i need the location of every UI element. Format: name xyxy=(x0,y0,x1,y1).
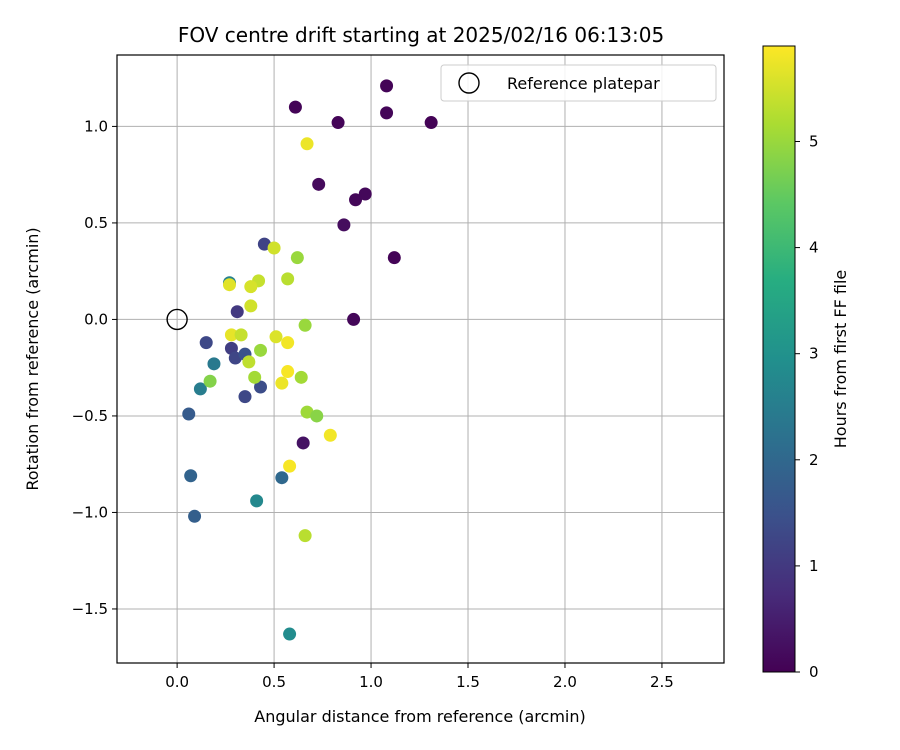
data-point xyxy=(358,187,372,201)
data-point xyxy=(290,251,304,265)
data-point xyxy=(193,382,207,396)
data-point xyxy=(387,251,401,265)
data-point xyxy=(310,409,324,423)
y-tick-label: −1.5 xyxy=(72,600,108,618)
x-tick-label: 2.0 xyxy=(553,673,577,691)
data-point xyxy=(244,299,258,313)
data-point xyxy=(323,428,337,442)
data-point xyxy=(238,390,252,404)
data-points xyxy=(182,79,438,641)
data-point xyxy=(269,330,283,344)
colorbar-tick-label: 4 xyxy=(809,239,819,257)
colorbar-tick-label: 0 xyxy=(809,663,819,681)
y-tick-label: −1.0 xyxy=(72,503,108,521)
data-point xyxy=(203,374,217,388)
data-point xyxy=(224,328,238,342)
data-point xyxy=(199,336,213,350)
colorbar: 0 1 2 3 4 5 Hours from first FF file xyxy=(762,45,850,681)
legend-box xyxy=(440,64,717,102)
data-point xyxy=(331,116,345,130)
legend-label: Reference platepar xyxy=(507,74,660,93)
data-point xyxy=(275,376,289,390)
data-point xyxy=(298,529,312,543)
data-point xyxy=(281,272,295,286)
data-point xyxy=(283,627,297,641)
reference-marker xyxy=(166,308,188,331)
x-tick-label: 1.0 xyxy=(359,673,383,691)
data-point xyxy=(248,370,262,384)
data-point xyxy=(337,218,351,232)
data-point xyxy=(380,106,394,120)
x-tick-label: 0.5 xyxy=(262,673,286,691)
data-point xyxy=(296,436,310,450)
chart-title: FOV centre drift starting at 2025/02/16 … xyxy=(178,23,664,47)
data-point xyxy=(267,241,281,255)
y-tick-label: 1.0 xyxy=(84,117,108,135)
colorbar-ticks: 0 1 2 3 4 5 xyxy=(795,132,819,681)
data-point xyxy=(349,193,363,207)
grid-lines xyxy=(117,55,724,663)
x-tick-label: 0.0 xyxy=(165,673,189,691)
data-point xyxy=(347,312,361,326)
data-point xyxy=(234,328,248,342)
data-point xyxy=(424,116,438,130)
y-axis-label: Rotation from reference (arcmin) xyxy=(23,227,42,490)
colorbar-label: Hours from first FF file xyxy=(831,270,850,449)
data-point xyxy=(182,407,196,421)
data-point xyxy=(207,357,221,371)
data-point xyxy=(281,365,295,379)
data-point xyxy=(288,100,302,114)
x-axis-label: Angular distance from reference (arcmin) xyxy=(254,707,585,726)
data-point xyxy=(283,459,297,473)
data-point xyxy=(380,79,394,93)
reference-platepar-marker xyxy=(166,308,188,331)
data-point xyxy=(188,509,202,523)
legend: Reference platepar xyxy=(440,64,717,102)
colorbar-tick-label: 5 xyxy=(809,132,819,150)
x-tick-label: 2.5 xyxy=(650,673,674,691)
y-tick-label: −0.5 xyxy=(72,407,108,425)
colorbar-gradient xyxy=(762,45,796,673)
data-point xyxy=(242,355,256,369)
y-tick-label: 0.5 xyxy=(84,214,108,232)
data-point xyxy=(300,137,314,151)
legend-reference-marker xyxy=(458,72,480,94)
data-point xyxy=(281,336,295,350)
data-point xyxy=(294,370,308,384)
colorbar-tick-label: 1 xyxy=(809,557,819,575)
data-point xyxy=(244,280,258,294)
data-point xyxy=(184,469,198,483)
y-tick-label: 0.0 xyxy=(84,310,108,328)
x-tick-label: 1.5 xyxy=(456,673,480,691)
data-point xyxy=(275,471,289,485)
data-point xyxy=(230,305,244,319)
data-point xyxy=(250,494,264,508)
data-point xyxy=(254,343,268,357)
data-point xyxy=(222,278,236,292)
colorbar-tick-label: 3 xyxy=(809,345,819,363)
y-axis-ticks: −1.5 −1.0 −0.5 0.0 0.5 1.0 xyxy=(72,117,117,618)
x-axis-ticks: 0.0 0.5 1.0 1.5 2.0 2.5 xyxy=(165,663,674,691)
data-point xyxy=(254,380,268,394)
colorbar-tick-label: 2 xyxy=(809,451,819,469)
data-point xyxy=(298,318,312,332)
plot-frame xyxy=(116,54,725,664)
data-point xyxy=(312,177,326,191)
